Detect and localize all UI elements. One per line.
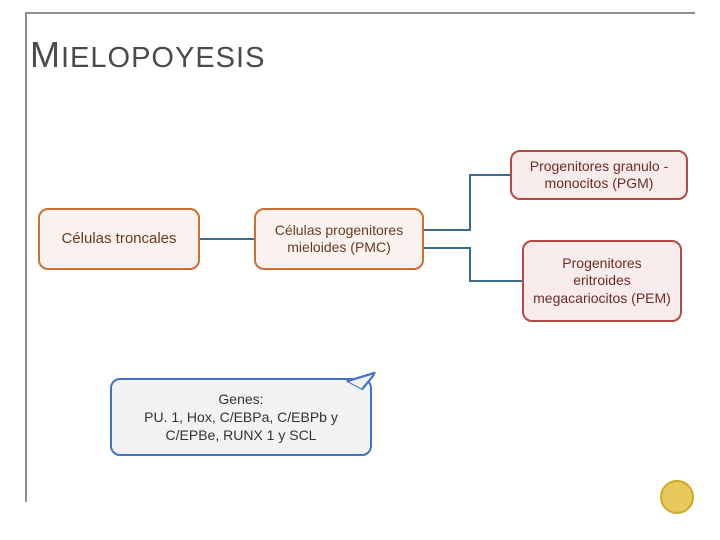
page-title: MIELOPOYESIS [30, 34, 265, 76]
connector-pmc-pem [424, 248, 522, 281]
node-pgm: Progenitores granulo -monocitos (PGM) [510, 150, 688, 200]
genes-callout-wrap: Genes:PU. 1, Hox, C/EBPa, C/EBPb y C/EPB… [110, 378, 372, 456]
title-rest: IELOPOYESIS [61, 42, 265, 74]
corner-decoration [660, 480, 694, 514]
frame-top-line [25, 12, 695, 14]
genes-callout: Genes:PU. 1, Hox, C/EBPa, C/EBPb y C/EPB… [110, 378, 372, 456]
node-pem: Progenitores eritroides megacariocitos (… [522, 240, 682, 322]
node-pmc: Células progenitores mieloides (PMC) [254, 208, 424, 270]
title-cap: M [30, 34, 61, 75]
genes-text: Genes:PU. 1, Hox, C/EBPa, C/EBPb y C/EPB… [124, 390, 358, 445]
slide: MIELOPOYESIS Genes:PU. 1, Hox, C/EBPa, C… [0, 0, 720, 540]
connector-pmc-pgm [424, 175, 510, 230]
frame-left-line [25, 12, 27, 502]
callout-tail [346, 362, 376, 392]
node-troncales: Células troncales [38, 208, 200, 270]
